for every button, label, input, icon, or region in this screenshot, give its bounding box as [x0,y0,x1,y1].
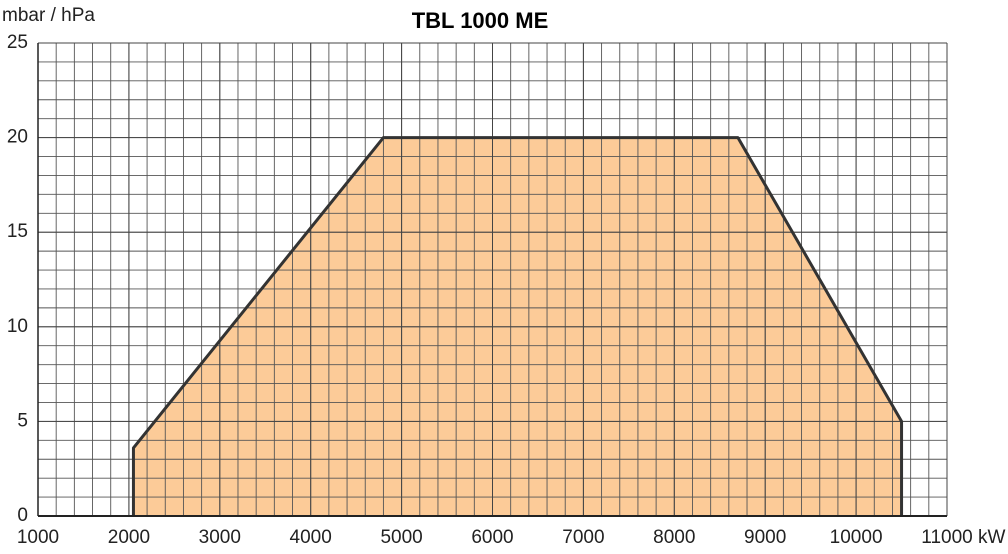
x-tick-label: 1000 [17,527,59,548]
x-tick-label: 3000 [199,527,241,548]
y-tick-label: 5 [17,410,28,431]
x-tick-label: 11000 [921,527,972,548]
x-tick-label: 10000 [830,527,883,548]
x-tick-label: 4000 [290,527,332,548]
y-tick-label: 20 [7,127,28,148]
y-tick-label: 15 [7,221,28,242]
area-outline [131,136,904,516]
y-axis-label: mbar / hPa [2,5,95,26]
x-tick-label: 2000 [108,527,150,548]
y-tick-label: 0 [17,505,28,526]
x-tick-label: 6000 [471,527,513,548]
x-tick-label: 5000 [380,527,422,548]
y-tick-label: 10 [7,316,28,337]
x-axis-label: kW [978,527,1006,548]
x-tick-label: 8000 [653,527,695,548]
x-tick-label: 7000 [562,527,604,548]
y-tick-label: 25 [7,32,28,53]
chart-title: TBL 1000 ME [412,8,549,33]
x-tick-label: 9000 [744,527,786,548]
